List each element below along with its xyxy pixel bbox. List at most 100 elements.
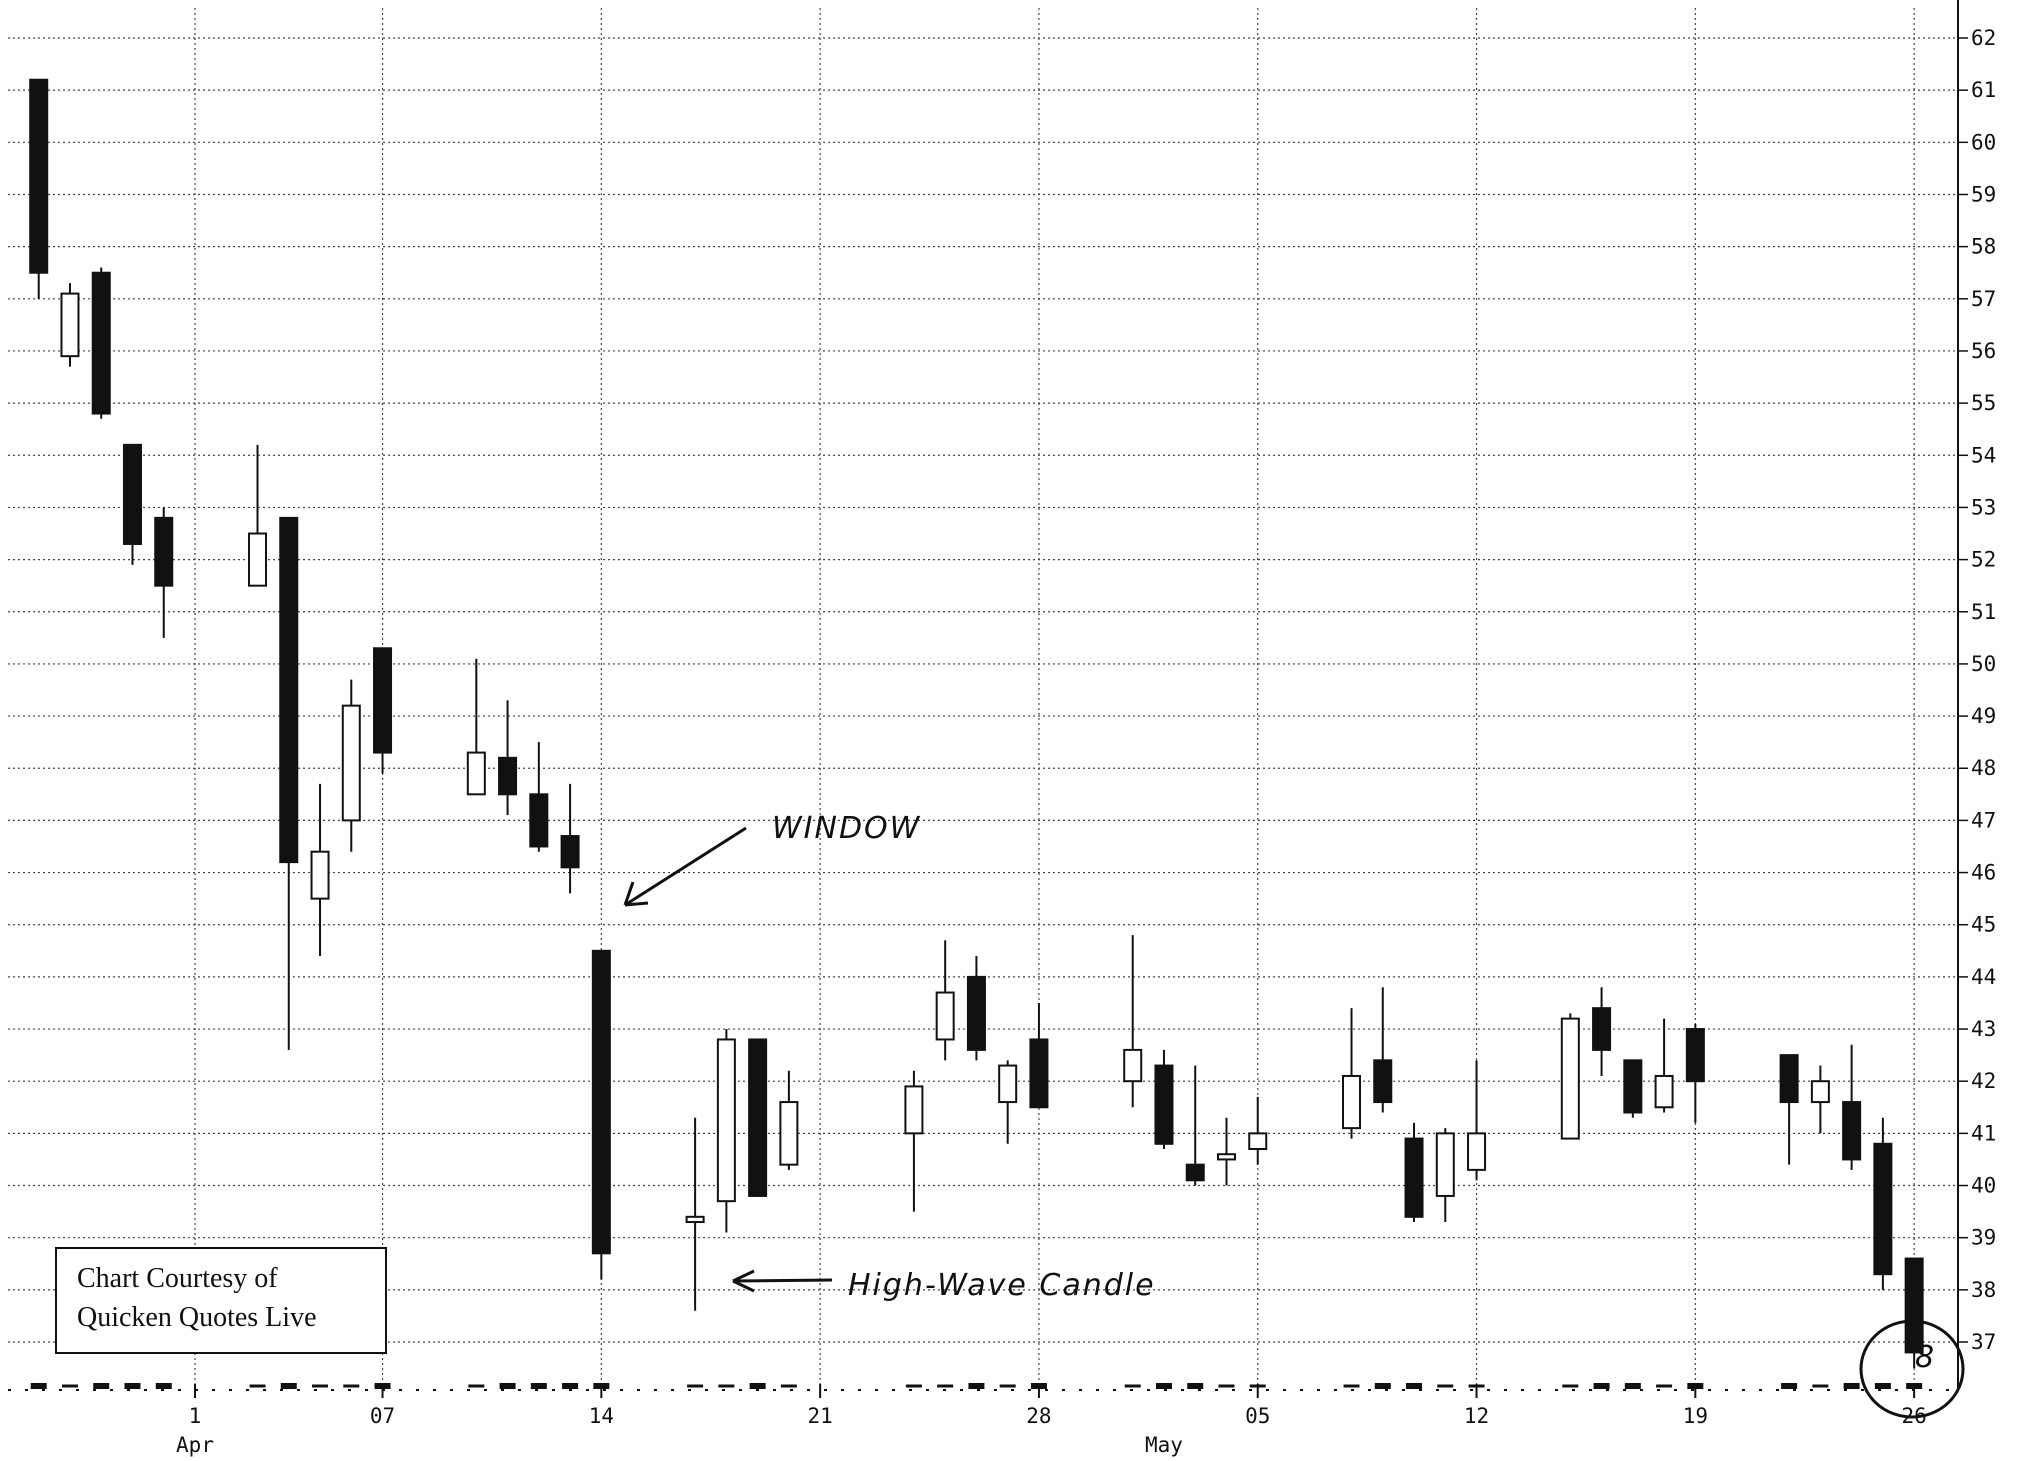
candle-body xyxy=(466,751,486,796)
candle-body xyxy=(279,516,299,864)
candle-body xyxy=(373,647,393,754)
y-tick-label: 44 xyxy=(1971,965,1996,989)
candle-body xyxy=(966,975,986,1051)
window-annotation: WINDOW xyxy=(623,811,921,907)
candle xyxy=(1810,1065,1830,1134)
candle-body xyxy=(1154,1064,1174,1145)
candle-body xyxy=(1904,1257,1924,1354)
candle xyxy=(1560,1013,1580,1140)
candle xyxy=(529,742,549,852)
candle-body xyxy=(1779,1054,1799,1104)
candle xyxy=(966,956,986,1061)
candle-body xyxy=(716,1038,736,1203)
y-tick-label: 61 xyxy=(1971,78,1996,102)
x-tick-label: 07 xyxy=(370,1404,395,1428)
x-tick-label: 28 xyxy=(1026,1404,1051,1428)
y-tick-label: 54 xyxy=(1971,443,1996,467)
y-tick-label: 45 xyxy=(1971,913,1996,937)
month-label: May xyxy=(1145,1433,1183,1457)
candle-body xyxy=(1623,1059,1643,1114)
credit-line-2: Quicken Quotes Live xyxy=(77,1302,317,1333)
candle-body xyxy=(1373,1059,1393,1104)
x-tick-label: 05 xyxy=(1245,1404,1270,1428)
candle-body xyxy=(685,1215,705,1224)
candle xyxy=(373,647,393,774)
candle xyxy=(998,1060,1018,1144)
candle-body xyxy=(498,756,518,796)
candle-body xyxy=(1685,1028,1705,1083)
candle xyxy=(1404,1122,1424,1223)
candle-body xyxy=(1185,1163,1205,1182)
candle xyxy=(60,283,80,367)
grid xyxy=(8,8,1958,1390)
window-label: WINDOW xyxy=(772,811,921,846)
y-tick-label: 49 xyxy=(1971,704,1996,728)
candle xyxy=(91,267,111,419)
x-tick-label: 14 xyxy=(589,1404,614,1428)
candle xyxy=(1904,1257,1924,1369)
candle xyxy=(560,783,580,894)
candle-body xyxy=(60,292,80,358)
candle xyxy=(1123,935,1143,1108)
candle xyxy=(1623,1059,1643,1118)
candle xyxy=(1873,1117,1893,1290)
circle-mark-label: 8 xyxy=(1915,1340,1936,1375)
y-tick-label: 42 xyxy=(1971,1069,1996,1093)
candle-body xyxy=(310,850,330,900)
candle-body xyxy=(529,793,549,848)
y-tick-label: 39 xyxy=(1971,1226,1996,1250)
y-tick-label: 37 xyxy=(1971,1330,1996,1354)
candle xyxy=(248,444,268,587)
candle-body xyxy=(1560,1017,1580,1140)
candle-body xyxy=(341,704,361,822)
candle xyxy=(29,78,49,299)
candle xyxy=(1342,1008,1362,1139)
x-tick-label: 12 xyxy=(1464,1404,1489,1428)
y-tick-label: 50 xyxy=(1971,652,1996,676)
candle-body xyxy=(29,78,49,274)
candle-body xyxy=(748,1038,768,1197)
month-label: Apr xyxy=(176,1433,214,1457)
candle-body xyxy=(1029,1038,1049,1109)
candle xyxy=(1154,1049,1174,1150)
candle-body xyxy=(1404,1137,1424,1218)
candle xyxy=(591,949,611,1280)
candle xyxy=(310,783,330,957)
candle-body xyxy=(1654,1074,1674,1109)
y-tick-label: 43 xyxy=(1971,1017,1996,1041)
candle-body xyxy=(935,991,955,1041)
candle xyxy=(154,507,174,638)
candle-body xyxy=(1342,1074,1362,1130)
y-tick-label: 57 xyxy=(1971,287,1996,311)
y-tick-label: 55 xyxy=(1971,391,1996,415)
candle xyxy=(779,1070,799,1170)
circled-mark-annotation: 8 xyxy=(1859,1319,1965,1419)
window-arrow-head xyxy=(623,881,649,907)
candle xyxy=(1467,1060,1487,1181)
y-tick-label: 58 xyxy=(1971,235,1996,259)
y-tick-label: 46 xyxy=(1971,861,1996,885)
axes: 37 38 39 40 41 42 43 44 45 46 47 48 49 50 51 52 53 54 55 56… xyxy=(8,0,1996,1457)
candle xyxy=(935,940,955,1061)
y-tick-label: 56 xyxy=(1971,339,1996,363)
candle xyxy=(1654,1018,1674,1113)
y-tick-label: 53 xyxy=(1971,495,1996,519)
candle-body xyxy=(248,532,268,587)
circle-mark xyxy=(1859,1319,1965,1419)
candle-body xyxy=(1248,1132,1268,1151)
candle xyxy=(466,658,486,796)
candle-body xyxy=(1123,1048,1143,1083)
candles xyxy=(29,78,1924,1369)
y-tick-label: 60 xyxy=(1971,130,1996,154)
candle-body xyxy=(1435,1132,1455,1197)
y-tick-label: 47 xyxy=(1971,808,1996,832)
candle xyxy=(1185,1065,1205,1186)
credit-box xyxy=(55,1247,387,1354)
candle xyxy=(341,679,361,852)
window-arrow-shaft xyxy=(624,826,747,907)
high-wave-arrow-shaft xyxy=(732,1278,833,1283)
y-tick-label: 51 xyxy=(1971,600,1996,624)
y-tick-label: 59 xyxy=(1971,182,1996,206)
candle-body xyxy=(560,835,580,869)
candle-body xyxy=(1216,1153,1236,1161)
